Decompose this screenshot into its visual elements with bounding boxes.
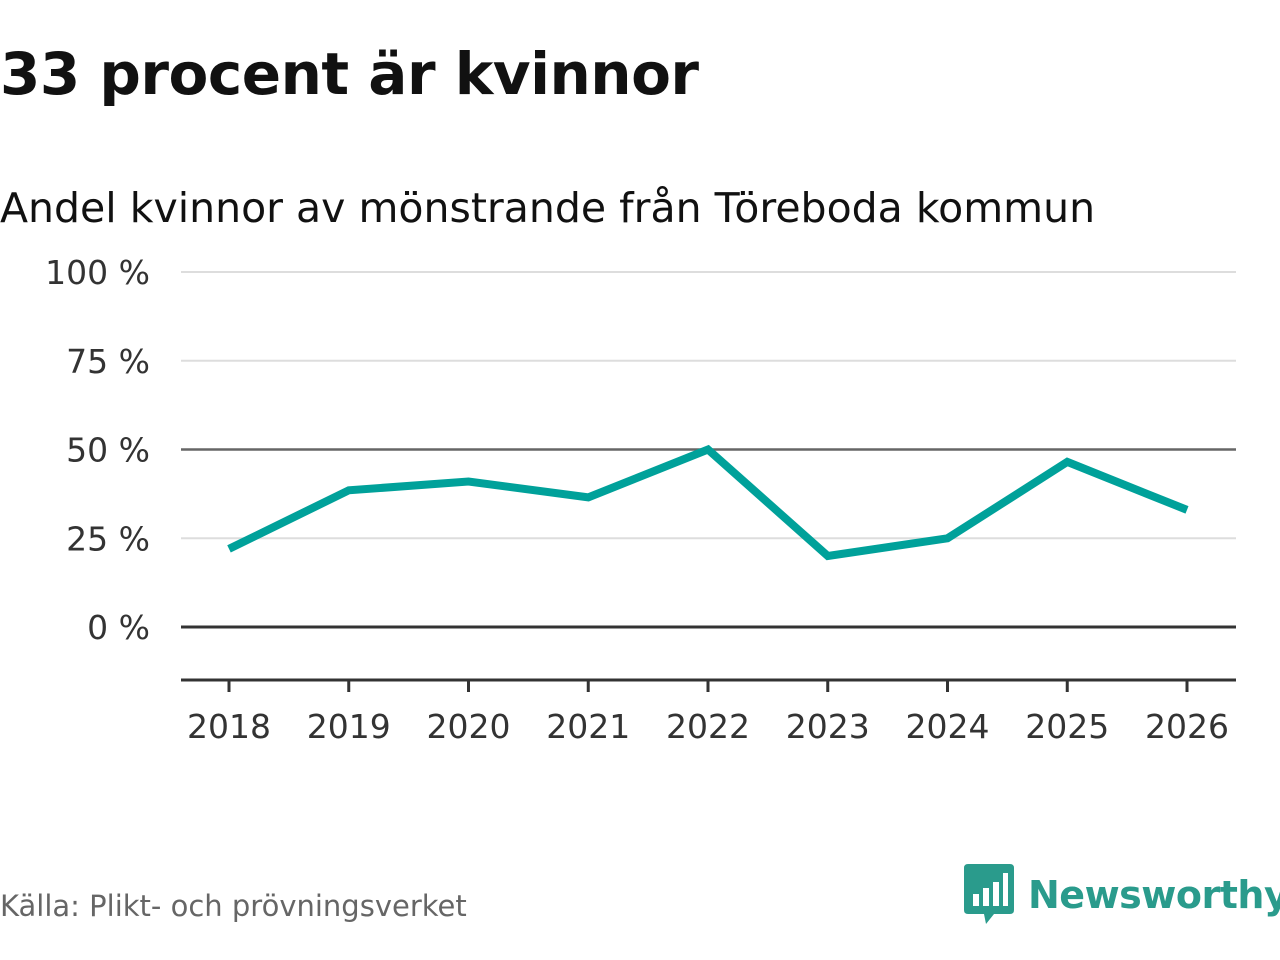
x-tick-label: 2023 [786, 707, 870, 746]
y-tick-label: 25 % [66, 519, 150, 558]
source-note: Källa: Plikt- och prövningsverket [0, 889, 467, 923]
chart-subtitle: Andel kvinnor av mönstrande från Törebod… [0, 184, 1096, 232]
bar-chart-speech-bubble-icon [964, 864, 1014, 924]
x-tick-label: 2025 [1025, 707, 1109, 746]
x-tick-label: 2022 [666, 707, 750, 746]
series-layer [227, 444, 1189, 561]
x-tick-label: 2021 [546, 707, 630, 746]
brand-name: Newsworthy [1028, 873, 1280, 917]
series-line [227, 444, 1189, 561]
line-chart: 0 % 25 % 50 % 75 % 100 % 2018 2019 2020 2021 202… [45, 253, 1236, 746]
brand-logo: Newsworthy [964, 864, 1280, 926]
x-tick-label: 2026 [1145, 707, 1229, 746]
x-tick-label: 2020 [427, 707, 511, 746]
y-tick-label: 100 % [45, 253, 150, 292]
x-tick-label: 2019 [307, 707, 391, 746]
y-axis-labels: 0 % 25 % 50 % 75 % 100 % [45, 253, 150, 647]
y-tick-label: 75 % [66, 342, 150, 381]
chart-title: 33 procent är kvinnor [0, 40, 699, 108]
x-tick-label: 2018 [187, 707, 271, 746]
y-tick-label: 0 % [87, 608, 150, 647]
x-axis: 2018 2019 2020 2021 2022 2023 2024 2025 2026 [181, 678, 1236, 746]
y-tick-label: 50 % [66, 431, 150, 470]
x-tick-label: 2024 [906, 707, 990, 746]
